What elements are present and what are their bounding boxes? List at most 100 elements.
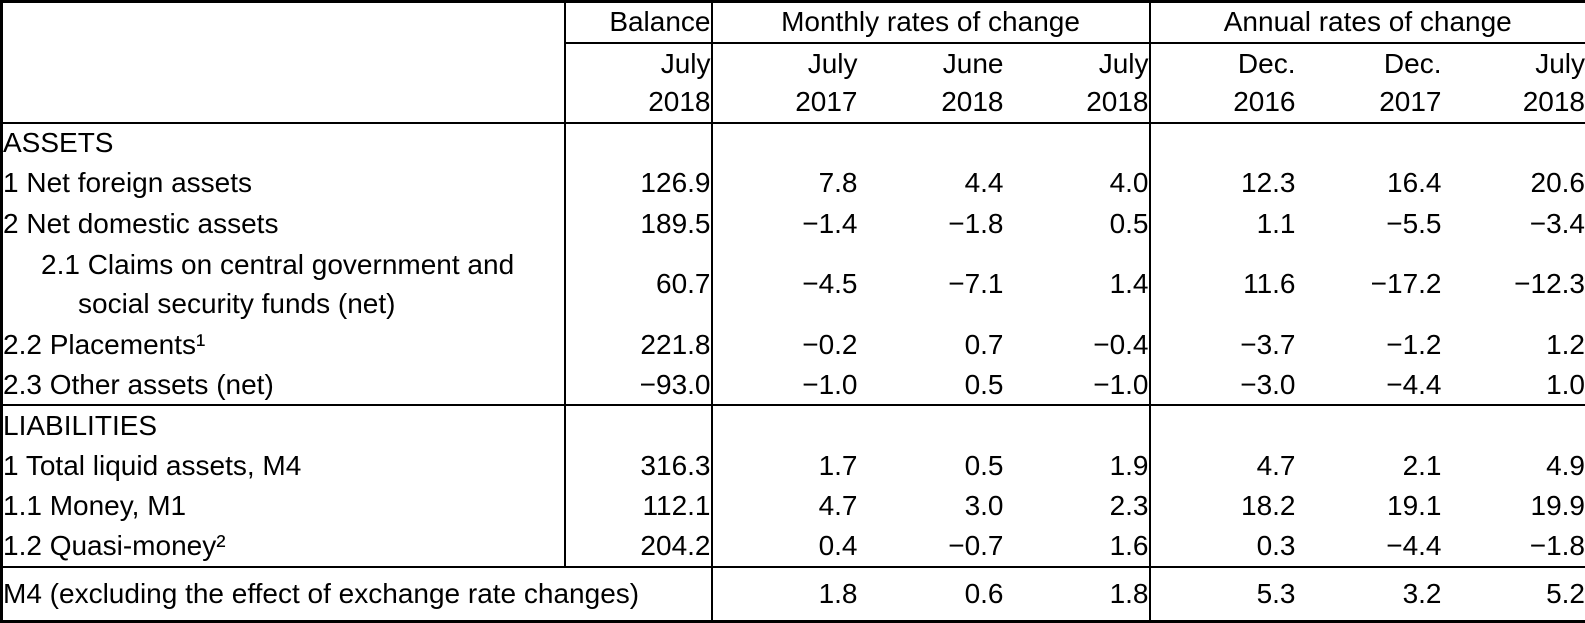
- row-label: 1 Total liquid assets, M4: [3, 449, 302, 481]
- column-period: June: [942, 47, 1004, 79]
- annual-value: 5.2: [1441, 565, 1585, 622]
- monthly-value: 1.6: [1109, 530, 1149, 562]
- column-header-annual-1: Dec. 2016: [1148, 42, 1296, 124]
- row-label: M4 (excluding the effect of exchange rat…: [1, 565, 712, 622]
- balance-value: −93.0: [563, 365, 712, 406]
- annual-value: 12.3: [1148, 163, 1296, 204]
- balance-value: 189.5: [563, 203, 712, 244]
- row-label: 2.3 Other assets (net): [3, 368, 274, 400]
- empty-cell: [1296, 123, 1442, 163]
- monthly-value: 4.4: [964, 167, 1004, 199]
- annual-value: 1.2: [1546, 328, 1585, 360]
- column-year: 2018: [1086, 85, 1149, 117]
- monthly-value: 1.8: [1003, 565, 1150, 622]
- monthly-value: 0.4: [710, 526, 858, 567]
- balance-value: 204.2: [563, 526, 712, 567]
- annual-value: −1.8: [1529, 530, 1585, 562]
- monthly-value: 1.7: [710, 445, 858, 487]
- annual-value: 19.9: [1530, 490, 1585, 522]
- table-row: 2.2 Placements¹ 221.8 −0.2 0.7 −0.4 −3.7…: [2, 324, 1585, 365]
- annual-value: 3.2: [1295, 565, 1442, 622]
- monthly-value: −1.8: [948, 207, 1004, 239]
- monthly-value: 1.9: [1109, 449, 1149, 481]
- annual-value: 5.3: [1148, 565, 1296, 622]
- column-period: July: [1535, 47, 1585, 79]
- annual-value: 4.9: [1546, 449, 1585, 481]
- annual-value: −3.0: [1148, 365, 1296, 406]
- balance-value: 112.1: [563, 486, 712, 527]
- table-row: 2.1 Claims on central government and soc…: [2, 243, 1585, 325]
- monthly-value: 0.7: [964, 328, 1004, 360]
- empty-cell: [710, 404, 858, 446]
- monthly-value: −1.4: [710, 203, 858, 244]
- annual-value: −17.2: [1370, 268, 1442, 300]
- monthly-value: 7.8: [710, 163, 858, 204]
- empty-cell: [1441, 404, 1585, 446]
- empty-cell: [563, 122, 712, 164]
- column-header-annual-3: July 2018: [1441, 42, 1585, 124]
- empty-cell: [858, 123, 1004, 163]
- empty-cell: [1148, 404, 1296, 446]
- monthly-value: −7.1: [948, 268, 1004, 300]
- column-year: 2018: [648, 85, 711, 117]
- monthly-section-header: Monthly rates of change: [710, 1, 1150, 44]
- empty-cell: [1003, 404, 1150, 446]
- column-header-monthly-1: July 2017: [710, 42, 858, 124]
- monthly-value: 0.5: [964, 368, 1004, 400]
- annual-value: 4.7: [1148, 445, 1296, 487]
- monthly-value: 4.0: [1109, 167, 1149, 199]
- column-header-balance: July 2018: [563, 42, 712, 124]
- column-period: July: [1098, 47, 1149, 79]
- monthly-value: 2.3: [1109, 490, 1149, 522]
- row-label-line1: 2.1 Claims on central government and: [41, 249, 515, 281]
- table-row: 1 Net foreign assets 126.9 7.8 4.4 4.0 1…: [2, 163, 1585, 204]
- table-row: 1.1 Money, M1 112.1 4.7 3.0 2.3 18.2 19.…: [2, 486, 1585, 527]
- table-row: 1.2 Quasi-money² 204.2 0.4 −0.7 1.6 0.3 …: [2, 526, 1585, 567]
- annual-value: 1.1: [1148, 203, 1296, 244]
- monthly-value: −0.4: [1093, 328, 1149, 360]
- monthly-value: −1.0: [1093, 368, 1149, 400]
- balance-value: 60.7: [563, 243, 712, 325]
- balance-value: 126.9: [563, 163, 712, 204]
- header-row-sections: Balance Monthly rates of change Annual r…: [1, 1, 1585, 124]
- column-period: July: [807, 47, 858, 79]
- table-row: LIABILITIES: [1, 404, 1585, 446]
- table-row: ASSETS: [2, 122, 1585, 164]
- annual-value: −5.5: [1386, 207, 1442, 239]
- monthly-value: 1.4: [1109, 268, 1149, 300]
- column-year: 2017: [1379, 85, 1442, 117]
- monthly-value: −4.5: [710, 243, 858, 325]
- table-row: 1 Total liquid assets, M4 316.3 1.7 0.5 …: [2, 445, 1585, 487]
- empty-cell: [1148, 122, 1296, 164]
- column-year: 2016: [1233, 85, 1296, 117]
- row-label: 1.1 Money, M1: [3, 490, 187, 522]
- annual-value: 11.6: [1148, 243, 1296, 325]
- annual-value: 18.2: [1148, 486, 1296, 527]
- header-row-periods: July 2018 July 2017 June 2018 July 2018 …: [2, 42, 1585, 124]
- monthly-value: 0.6: [857, 565, 1004, 622]
- monthly-value: 0.5: [1109, 207, 1149, 239]
- row-label: 1 Net foreign assets: [3, 167, 253, 199]
- empty-cell: [1004, 123, 1150, 163]
- empty-cell: [710, 122, 858, 164]
- column-year: 2017: [795, 85, 858, 117]
- table-row: 2 Net domestic assets 189.5 −1.4 −1.8 0.…: [2, 203, 1585, 244]
- annual-value: −3.7: [1148, 324, 1296, 365]
- column-period: July: [660, 47, 711, 79]
- empty-cell: [563, 404, 712, 446]
- corner-cell: [1, 1, 565, 124]
- annual-value: 19.1: [1387, 490, 1442, 522]
- section-label: LIABILITIES: [1, 404, 565, 446]
- table-row: 2.3 Other assets (net) −93.0 −1.0 0.5 −1…: [2, 365, 1585, 406]
- annual-value: −12.3: [1514, 268, 1585, 300]
- monthly-value: −0.7: [948, 530, 1004, 562]
- column-period: Dec.: [1383, 47, 1442, 79]
- column-header-monthly-2: June 2018: [857, 42, 1004, 124]
- annual-section-header: Annual rates of change: [1148, 1, 1585, 44]
- annual-value: −4.4: [1386, 368, 1442, 400]
- balance-column-header: Balance: [563, 1, 712, 44]
- section-label: ASSETS: [3, 127, 114, 159]
- row-label: 2.2 Placements¹: [3, 328, 206, 360]
- column-header-monthly-3: July 2018: [1003, 42, 1150, 124]
